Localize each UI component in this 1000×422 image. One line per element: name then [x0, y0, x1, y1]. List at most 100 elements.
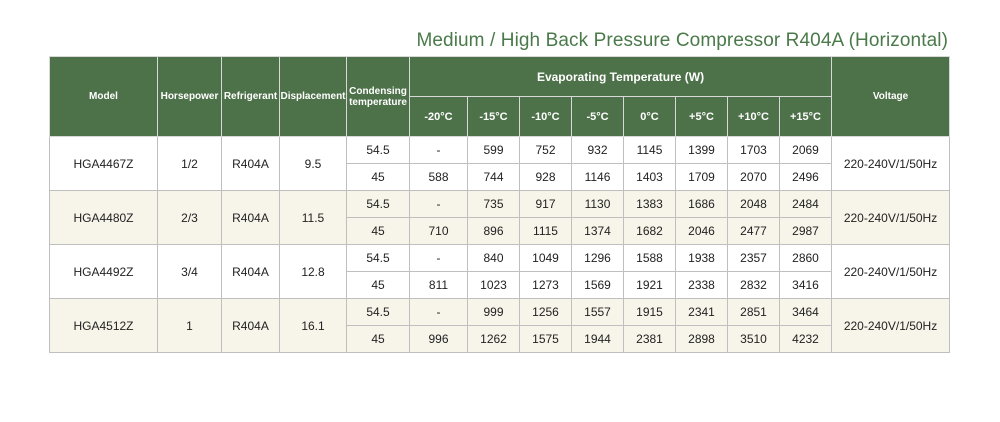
condensing-cell: 54.5: [346, 298, 410, 326]
capacity-cell: 2851: [727, 298, 780, 326]
capacity-cell: 1403: [623, 163, 676, 191]
header-temp-4: 0°C: [623, 96, 676, 137]
header-temp-7: +15°C: [778, 96, 833, 137]
capacity-cell: -: [409, 298, 468, 326]
header-temp-0: -20°C: [409, 96, 468, 137]
table-row: 45 996 1262 1575 1944 2381 2898 3510 4232: [50, 325, 950, 353]
capacity-cell: 1383: [623, 190, 676, 218]
displacement-cell: 12.8: [279, 244, 347, 299]
header-temp-2: -10°C: [519, 96, 572, 137]
header-temp-3: -5°C: [571, 96, 624, 137]
capacity-cell: 999: [467, 298, 520, 326]
header-horsepower: Horsepower: [157, 56, 222, 137]
capacity-cell: 2987: [778, 217, 833, 245]
capacity-cell: 2341: [675, 298, 728, 326]
capacity-cell: 2477: [727, 217, 780, 245]
table-body: HGA4467Z 1/2 R404A 9.5 54.5-599 752 932 1145 139…: [49, 136, 951, 353]
capacity-cell: 1146: [571, 163, 624, 191]
horsepower-cell: 2/3: [157, 190, 222, 245]
compressor-spec-table: Model Horsepower Refrigerant Displacemen…: [49, 56, 951, 353]
capacity-cell: 1115: [519, 217, 572, 245]
capacity-cell: 588: [409, 163, 468, 191]
condensing-cell: 45: [346, 271, 410, 299]
capacity-cell: 1686: [675, 190, 728, 218]
capacity-cell: 1374: [571, 217, 624, 245]
capacity-cell: 2070: [727, 163, 780, 191]
displacement-cell: 11.5: [279, 190, 347, 245]
voltage-cell: 220-240V/1/50Hz: [831, 190, 951, 245]
capacity-cell: 1915: [623, 298, 676, 326]
capacity-cell: 1023: [467, 271, 520, 299]
capacity-cell: 996: [409, 325, 468, 353]
temperature-header-row: -20°C -15°C -10°C -5°C 0°C +5°C +10°C +15°C: [50, 96, 950, 137]
capacity-cell: 2381: [623, 325, 676, 353]
capacity-cell: 2832: [727, 271, 780, 299]
table-row: 45 710 896 1115 1374 1682 2046 2477 2987: [50, 217, 950, 245]
capacity-cell: 1588: [623, 244, 676, 272]
table-row: 45 588 744 928 1146 1403 1709 2070 2496: [50, 163, 950, 191]
horsepower-cell: 1: [157, 298, 222, 353]
capacity-cell: 2338: [675, 271, 728, 299]
capacity-cell: 1049: [519, 244, 572, 272]
model-cell: HGA4467Z: [49, 136, 158, 191]
voltage-cell: 220-240V/1/50Hz: [831, 298, 951, 353]
table-row: 45 811 1023 1273 1569 1921 2338 2832 3416: [50, 271, 950, 299]
capacity-cell: 1130: [571, 190, 624, 218]
capacity-cell: 2484: [778, 190, 833, 218]
condensing-cell: 54.5: [346, 190, 410, 218]
capacity-cell: 2069: [778, 136, 833, 164]
capacity-cell: 1145: [623, 136, 676, 164]
capacity-cell: 1399: [675, 136, 728, 164]
header-refrigerant: Refrigerant: [221, 56, 280, 137]
header-temp-6: +10°C: [727, 96, 780, 137]
displacement-cell: 9.5: [279, 136, 347, 191]
capacity-cell: 1709: [675, 163, 728, 191]
capacity-cell: 3464: [778, 298, 833, 326]
table-row: HGA4467Z 1/2 R404A 9.5 54.5-599 752 932 1145 139…: [49, 136, 951, 191]
refrigerant-cell: R404A: [221, 244, 280, 299]
model-cell: HGA4512Z: [49, 298, 158, 353]
capacity-cell: 2357: [727, 244, 780, 272]
capacity-cell: 2860: [778, 244, 833, 272]
capacity-cell: 932: [571, 136, 624, 164]
voltage-cell: 220-240V/1/50Hz: [831, 136, 951, 191]
capacity-cell: 1569: [571, 271, 624, 299]
refrigerant-cell: R404A: [221, 298, 280, 353]
header-evaporating-temperature: Evaporating Temperature (W): [408, 56, 833, 97]
horsepower-cell: 1/2: [157, 136, 222, 191]
header-displacement: Displacement: [279, 56, 347, 137]
capacity-cell: 1296: [571, 244, 624, 272]
page-title: Medium / High Back Pressure Compressor R…: [416, 30, 948, 51]
model-cell: HGA4480Z: [49, 190, 158, 245]
capacity-cell: 752: [519, 136, 572, 164]
header-row: Model Horsepower Refrigerant Displacemen…: [49, 56, 951, 137]
capacity-cell: 1921: [623, 271, 676, 299]
capacity-cell: 1557: [571, 298, 624, 326]
capacity-cell: 811: [409, 271, 468, 299]
capacity-cell: 2046: [675, 217, 728, 245]
capacity-cell: 735: [467, 190, 520, 218]
condensing-cell: 45: [346, 217, 410, 245]
capacity-cell: 2898: [675, 325, 728, 353]
capacity-cell: 1575: [519, 325, 572, 353]
header-temp-5: +5°C: [675, 96, 728, 137]
capacity-cell: 928: [519, 163, 572, 191]
capacity-cell: 3510: [727, 325, 780, 353]
table-row: HGA4492Z 3/4 R404A 12.8 54.5-840 1049 1296 1588…: [49, 244, 951, 299]
capacity-cell: -: [409, 244, 468, 272]
capacity-cell: 840: [467, 244, 520, 272]
capacity-cell: 1273: [519, 271, 572, 299]
capacity-cell: 1682: [623, 217, 676, 245]
condensing-cell: 45: [346, 163, 410, 191]
capacity-cell: 1703: [727, 136, 780, 164]
capacity-cell: 1256: [519, 298, 572, 326]
capacity-cell: 599: [467, 136, 520, 164]
header-model: Model: [49, 56, 158, 137]
capacity-cell: 4232: [778, 325, 833, 353]
capacity-cell: 1944: [571, 325, 624, 353]
displacement-cell: 16.1: [279, 298, 347, 353]
header-temp-1: -15°C: [467, 96, 520, 137]
capacity-cell: 1938: [675, 244, 728, 272]
refrigerant-cell: R404A: [221, 190, 280, 245]
refrigerant-cell: R404A: [221, 136, 280, 191]
